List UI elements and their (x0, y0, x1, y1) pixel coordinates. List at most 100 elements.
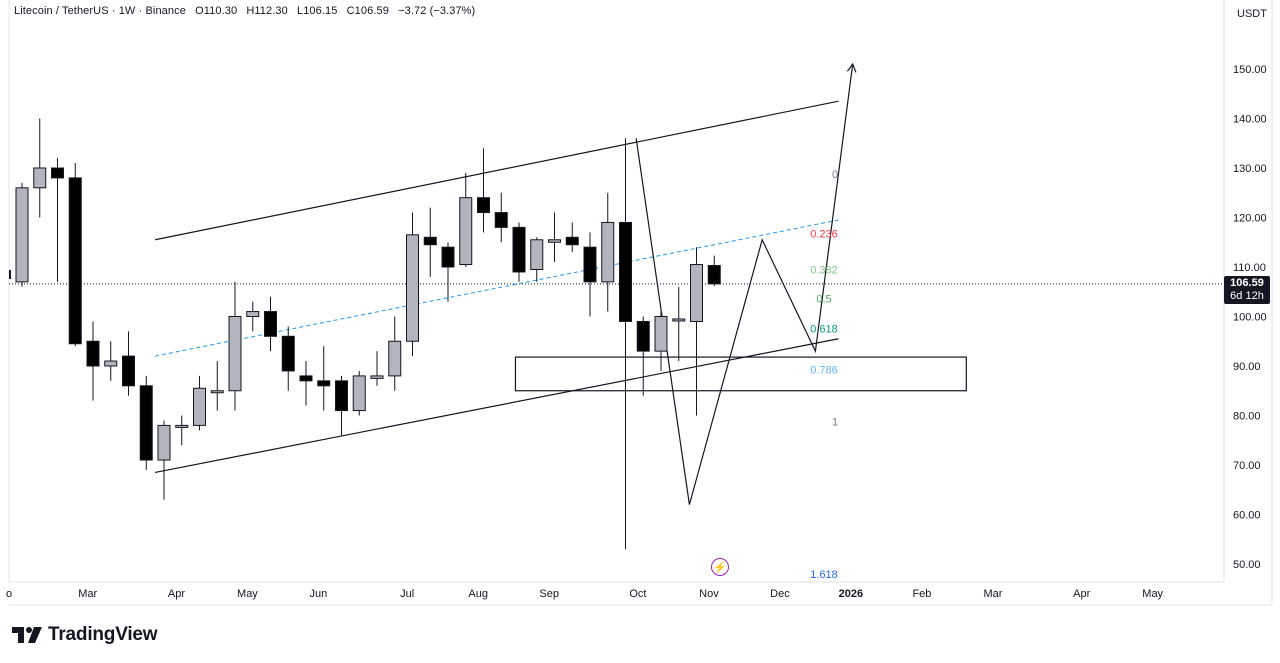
price-tick-label: 90.00 (1233, 361, 1261, 373)
demand-zone-box (514, 356, 967, 392)
candle-body (583, 246, 597, 283)
candles (15, 118, 721, 550)
candle (15, 182, 29, 287)
candle-body (707, 265, 721, 285)
candle-body (654, 316, 668, 352)
candle-body (512, 226, 526, 273)
candle (86, 321, 100, 401)
time-tick-label: Aug (468, 588, 488, 600)
price-tick-label: 60.00 (1233, 510, 1261, 522)
candle (672, 286, 686, 362)
fib-level-label: 0.382 (810, 264, 838, 276)
price-tick-label: 100.00 (1233, 312, 1267, 324)
candle (175, 415, 189, 446)
candle-body (299, 375, 313, 382)
fib-level-label: 0.618 (810, 323, 838, 335)
time-tick-label: Mar (983, 588, 1002, 600)
flash-icon[interactable]: ⚡ (711, 558, 729, 576)
symbol-header: Litecoin / TetherUS · 1W · Binance O110.… (14, 5, 475, 17)
candle (370, 351, 384, 386)
candle (281, 326, 295, 391)
candle-body (565, 236, 579, 246)
time-tick-label: Jul (400, 588, 414, 600)
price-axis: 50.00 60.00 70.00 80.00 90.00 100.00 110.00 120… (1233, 64, 1267, 571)
candle (707, 255, 721, 287)
time-tick-label: Oct (629, 588, 646, 600)
time-tick-label: Mar (78, 588, 97, 600)
time-tick-label: o (6, 588, 12, 600)
projection-arrow-head (846, 62, 857, 73)
candle-body (193, 387, 206, 426)
candle-body (246, 311, 260, 317)
fib-level-label: 1 (832, 416, 838, 428)
candle-body (406, 234, 419, 342)
candle (601, 192, 615, 312)
brand-name: TradingView (48, 624, 158, 645)
candle (636, 316, 650, 396)
time-tick-label: Apr (1073, 588, 1090, 600)
candle-body (139, 385, 153, 461)
time-tick-label: Nov (699, 588, 719, 600)
candle (33, 118, 47, 218)
candle-body (51, 167, 64, 179)
candle-body (672, 318, 686, 322)
fib-labels: 0 0.236 0.382 0.5 0.618 0.786 1 1.618 (810, 169, 838, 581)
candle-body (317, 380, 331, 387)
candle (565, 222, 579, 253)
candle-body (68, 177, 82, 345)
tv-logo-icon (12, 627, 42, 643)
ohlc-change: −3.72 (−3.37%) (398, 5, 476, 17)
drawings (9, 62, 1224, 505)
candle-body (441, 246, 455, 268)
candle-body (530, 239, 544, 270)
candle (388, 316, 402, 391)
fib-level-label: 0 (832, 169, 838, 181)
symbol-title[interactable]: Litecoin / TetherUS · 1W · Binance (14, 5, 186, 17)
candle-body (86, 340, 100, 367)
channel-lower-line (155, 338, 839, 474)
chart-grid (8, 0, 1273, 606)
bar-countdown: 6d 12h (1230, 290, 1264, 302)
candle-body (335, 380, 348, 412)
candle-body (104, 360, 118, 367)
candle-body (548, 239, 561, 243)
tradingview-logo[interactable]: TradingView (12, 623, 158, 647)
currency-label[interactable]: USDT (1237, 8, 1267, 20)
last-price-tag: 106.59 6d 12h (1224, 276, 1270, 304)
time-tick-label: May (1142, 588, 1163, 600)
price-tick-label: 50.00 (1233, 559, 1261, 571)
candle (122, 331, 135, 396)
candle (512, 222, 526, 282)
price-tick-label: 140.00 (1233, 114, 1267, 126)
candle-body (494, 212, 508, 228)
fib-level-label: 1.618 (810, 569, 838, 581)
candle (317, 346, 331, 411)
candle-body (228, 316, 242, 392)
candle-body (264, 311, 277, 337)
candle (228, 281, 242, 411)
candle (494, 192, 508, 243)
candle-body (281, 335, 295, 372)
candle-body (388, 340, 402, 377)
candle-body (210, 390, 224, 394)
candle-body (459, 197, 473, 266)
ohlc-close: C106.59 (346, 5, 389, 17)
ohlc-high: H112.30 (246, 5, 288, 17)
candle (157, 420, 171, 500)
candle (459, 172, 473, 267)
candle (690, 247, 703, 416)
price-tick-label: 70.00 (1233, 460, 1261, 472)
candle (210, 361, 224, 411)
candle (246, 301, 260, 332)
time-tick-label: May (237, 588, 258, 600)
candle-body (175, 424, 189, 428)
time-tick-label: Jun (310, 588, 328, 600)
candle (477, 148, 490, 233)
candle-body (601, 221, 615, 283)
candle-body (15, 187, 29, 283)
candle (104, 341, 118, 381)
candle-body (690, 264, 703, 322)
candle (335, 375, 348, 436)
candle (583, 232, 597, 317)
